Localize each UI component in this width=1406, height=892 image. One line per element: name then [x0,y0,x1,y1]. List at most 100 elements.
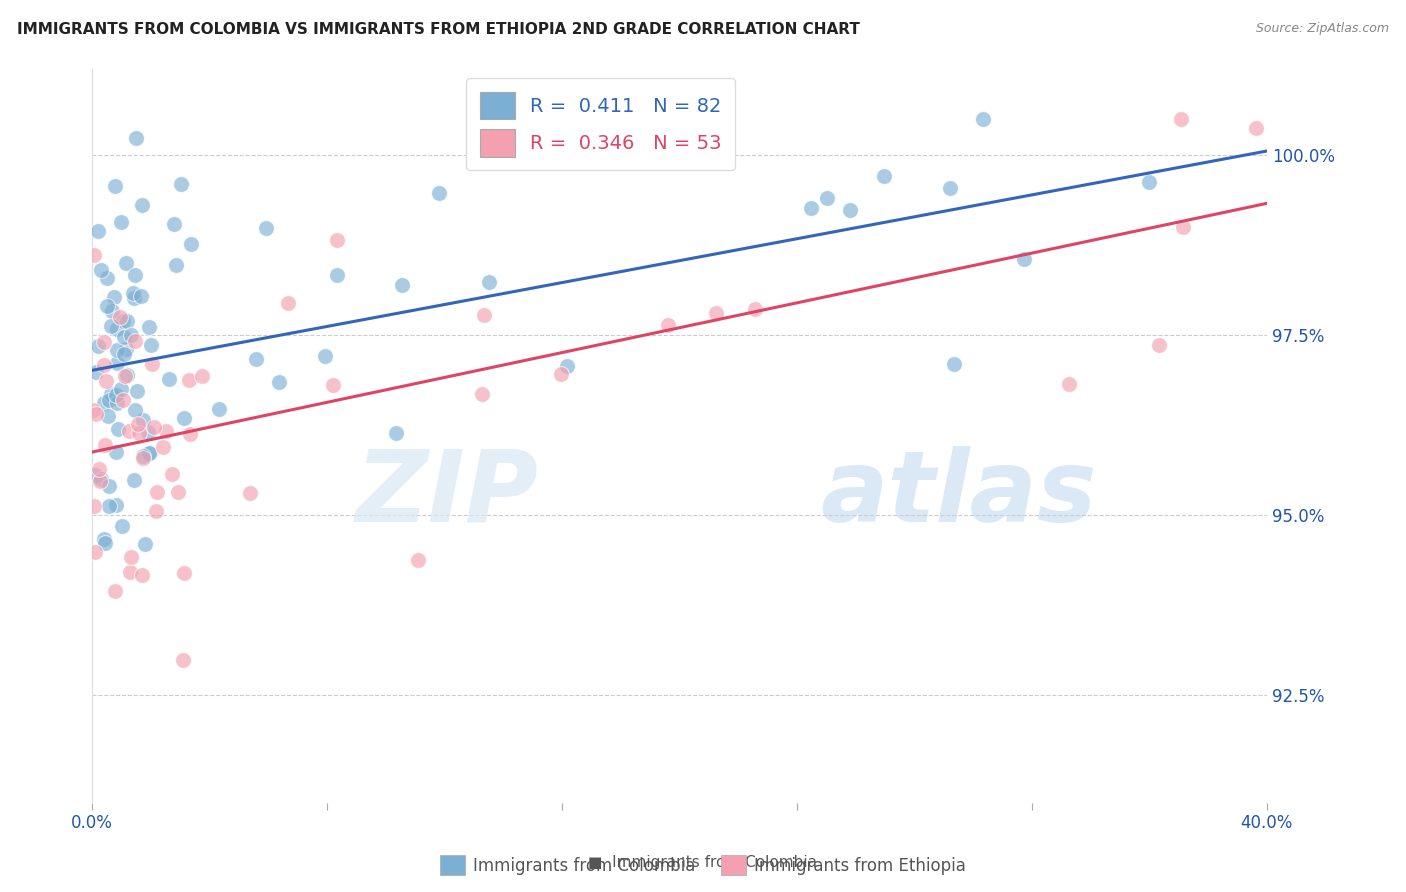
Point [112,330,135,344]
Point [103,290,125,304]
Point [134,537,156,551]
Point [162,467,184,482]
Point [136,425,159,439]
Point [125,384,148,398]
Point [87,224,110,238]
Point [127,417,149,431]
Point [1171,220,1194,235]
Text: ZIP: ZIP [356,446,538,543]
Point [406,552,429,566]
Point [96,299,118,313]
Point [105,356,128,370]
Point [124,334,146,348]
Point [427,186,450,201]
Point [110,215,132,229]
Point [128,426,150,441]
Point [111,518,134,533]
Point [105,322,128,336]
Point [1170,112,1192,126]
Point [704,306,727,320]
Point [873,169,896,184]
Point [173,566,195,580]
Point [477,112,499,126]
Point [1244,120,1267,135]
Point [83,247,105,261]
Point [131,198,153,212]
Point [105,396,128,410]
Point [125,130,148,145]
Point [93,359,115,373]
Point [97,409,120,424]
Point [1137,175,1160,189]
Point [1147,337,1170,351]
Point [94,536,117,550]
Point [114,342,136,356]
Point [84,408,107,422]
Point [239,486,262,500]
Point [939,181,962,195]
Point [550,368,572,382]
Point [472,308,495,322]
Point [326,268,349,282]
Point [94,438,117,452]
Point [245,352,267,367]
Point [90,472,112,486]
Point [173,411,195,425]
Point [744,301,766,316]
Point [839,202,862,217]
Point [391,278,413,293]
Point [108,310,131,325]
Point [114,255,136,269]
Point [93,533,115,547]
Point [105,343,128,358]
Point [120,328,142,343]
Point [122,285,145,300]
Point [104,388,127,402]
Point [132,413,155,427]
Point [322,377,344,392]
Point [657,318,679,332]
Point [145,504,167,518]
Point [98,479,121,493]
Point [100,319,122,334]
Point [131,567,153,582]
Point [97,499,120,513]
Point [122,291,145,305]
Point [98,393,121,408]
Point [277,296,299,310]
Point [101,304,124,318]
Point [89,474,111,488]
Point [86,365,108,379]
Point [254,221,277,235]
Point [800,201,823,215]
Point [107,422,129,436]
Point [138,320,160,334]
Point [110,382,132,396]
Point [117,368,139,382]
Point [817,191,839,205]
Point [165,259,187,273]
Point [155,424,177,438]
Point [162,217,184,231]
Point [129,288,152,302]
Point [141,357,163,371]
Point [103,179,125,194]
Point [146,484,169,499]
Point [124,268,146,282]
Point [114,368,136,383]
Point [122,474,145,488]
Point [93,396,115,410]
Point [138,446,160,460]
Point [87,462,110,476]
Text: IMMIGRANTS FROM COLOMBIA VS IMMIGRANTS FROM ETHIOPIA 2ND GRADE CORRELATION CHART: IMMIGRANTS FROM COLOMBIA VS IMMIGRANTS F… [17,22,859,37]
Point [86,339,108,353]
Point [141,338,163,352]
Point [180,237,202,252]
Point [267,375,290,389]
Point [90,262,112,277]
Point [82,402,104,417]
Point [167,484,190,499]
Text: ■  Immigrants from Colombia: ■ Immigrants from Colombia [589,855,817,870]
Point [105,498,128,512]
Point [179,427,201,442]
